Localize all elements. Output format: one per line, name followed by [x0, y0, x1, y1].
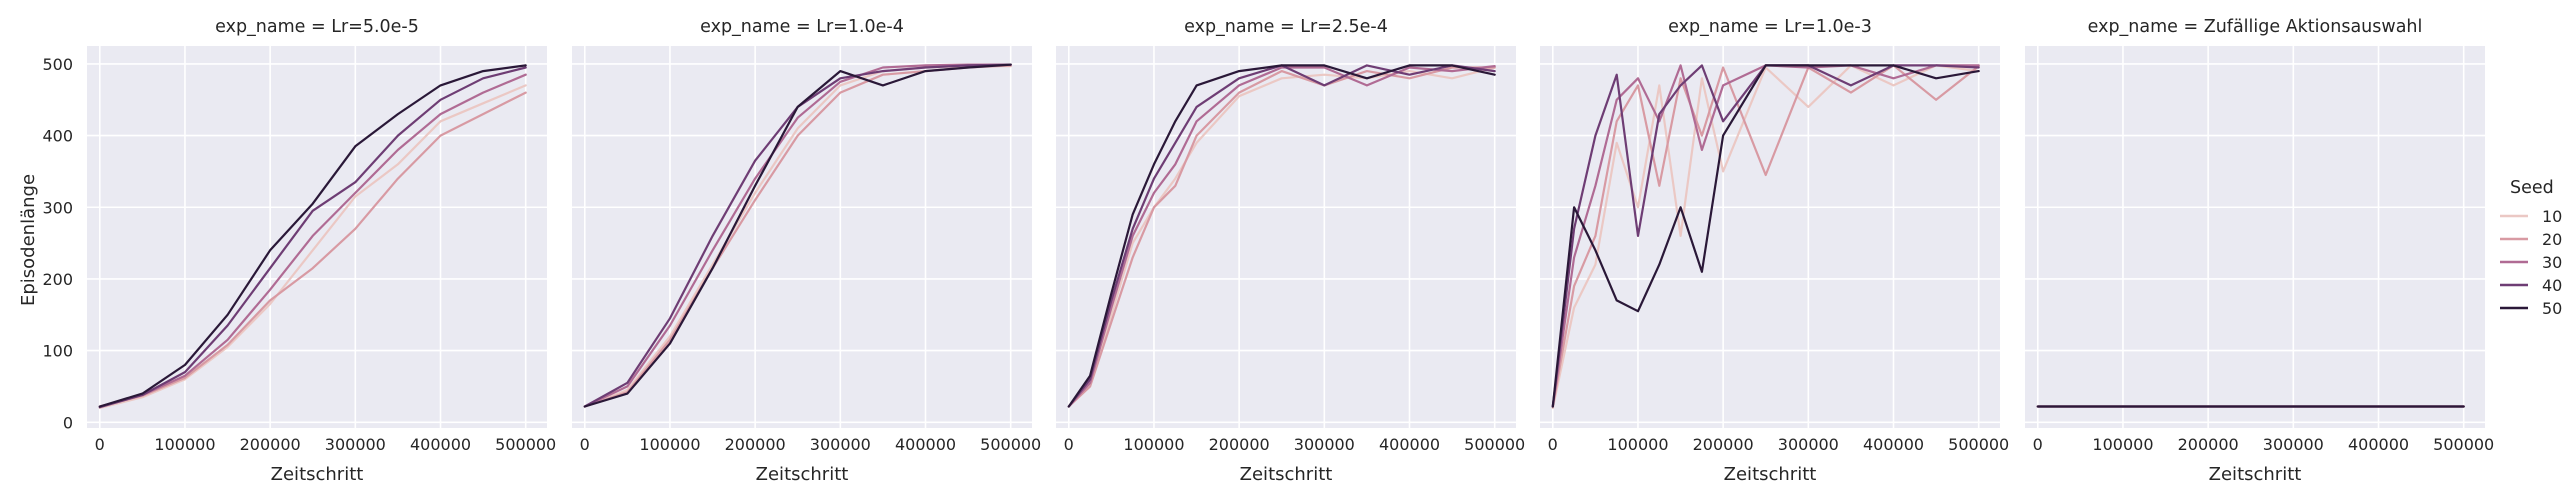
legend-entry: 30 — [2500, 253, 2562, 272]
legend-title: Seed — [2510, 178, 2554, 198]
facet-panel: exp_name = Lr=2.5e-4 0 100000 200000 300000 4… — [1056, 17, 1525, 485]
series-line-seed-40 — [1551, 64, 1980, 408]
x-tick-label: 0 — [580, 435, 590, 454]
series-line-seed-30 — [1067, 65, 1496, 408]
legend-entry: 20 — [2500, 230, 2562, 249]
panels: exp_name = Lr=5.0e-50 100000 200000 300000 4… — [42, 17, 2494, 485]
x-tick-label: 400000 — [2348, 435, 2409, 454]
x-axis-label: Zeitschritt — [756, 464, 849, 485]
legend-label: 20 — [2542, 230, 2562, 249]
x-axis-label: Zeitschritt — [271, 464, 364, 485]
legend-label: 30 — [2542, 253, 2562, 272]
panel-title: exp_name = Lr=1.0e-3 — [1668, 17, 1872, 37]
y-axis-label: Episodenlänge — [18, 174, 39, 306]
legend-label: 40 — [2542, 276, 2562, 295]
x-tick-label: 100000 — [154, 435, 215, 454]
x-tick-label: 500000 — [1948, 435, 2009, 454]
y-tick-label: 300 — [42, 198, 73, 217]
panel-title: exp_name = Lr=2.5e-4 — [1184, 17, 1388, 37]
y-tick-label: 400 — [42, 127, 73, 146]
series-line-seed-30 — [583, 63, 1012, 408]
x-tick-label: 200000 — [240, 435, 301, 454]
x-tick-label: 300000 — [1778, 435, 1839, 454]
series-line-seed-40 — [1067, 64, 1496, 408]
x-tick-label: 100000 — [1607, 435, 1668, 454]
x-tick-label: 500000 — [2433, 435, 2494, 454]
series-line-seed-50 — [1551, 64, 1980, 408]
x-tick-label: 300000 — [1294, 435, 1355, 454]
legend-label: 50 — [2542, 299, 2562, 318]
legend-label: 10 — [2542, 207, 2562, 226]
legend-entry: 40 — [2500, 276, 2562, 295]
x-tick-label: 200000 — [1209, 435, 1270, 454]
series-line-seed-20 — [1067, 66, 1496, 408]
y-tick-label: 0 — [63, 413, 73, 432]
x-tick-label: 100000 — [2092, 435, 2153, 454]
x-tick-label: 400000 — [895, 435, 956, 454]
x-tick-label: 0 — [1064, 435, 1074, 454]
x-tick-label: 100000 — [1123, 435, 1184, 454]
y-tick-label: 100 — [42, 342, 73, 361]
x-tick-label: 0 — [2033, 435, 2043, 454]
x-tick-label: 300000 — [810, 435, 871, 454]
plot-area — [87, 46, 547, 428]
facet-panel: exp_name = Lr=1.0e-3 0 100000 200000 300000 4… — [1540, 17, 2009, 485]
facet-panel: exp_name = Lr=5.0e-5 0 100000 200000 300000 4… — [42, 17, 556, 485]
panel-title: exp_name = Lr=1.0e-4 — [700, 17, 904, 37]
plot-area — [1056, 46, 1516, 428]
x-axis-label: Zeitschritt — [2209, 464, 2302, 485]
facet-panel: exp_name = Lr=1.0e-4 0 100000 200000 300000 4… — [572, 17, 1041, 485]
x-tick-label: 0 — [1548, 435, 1558, 454]
x-tick-label: 400000 — [410, 435, 471, 454]
series-line-seed-50 — [583, 63, 1012, 408]
x-tick-label: 200000 — [2178, 435, 2239, 454]
x-tick-label: 200000 — [725, 435, 786, 454]
plot-area — [2025, 46, 2485, 428]
series-line-seed-50 — [98, 64, 527, 408]
legend: Seed 10 20 30 40 50 — [2500, 178, 2562, 318]
x-tick-label: 400000 — [1379, 435, 1440, 454]
x-tick-label: 500000 — [980, 435, 1041, 454]
panel-title: exp_name = Zufällige Aktionsauswahl — [2088, 17, 2423, 37]
series-line-seed-20 — [98, 91, 527, 408]
x-tick-label: 300000 — [2263, 435, 2324, 454]
x-tick-label: 400000 — [1863, 435, 1924, 454]
series-line-seed-40 — [98, 66, 527, 409]
x-tick-label: 0 — [95, 435, 105, 454]
plot-area — [1540, 46, 2000, 428]
panel-title: exp_name = Lr=5.0e-5 — [215, 17, 419, 37]
x-tick-label: 200000 — [1693, 435, 1754, 454]
x-tick-label: 300000 — [325, 435, 386, 454]
x-axis-label: Zeitschritt — [1724, 464, 1817, 485]
x-tick-label: 500000 — [495, 435, 556, 454]
series-line-seed-30 — [98, 73, 527, 408]
legend-entry: 50 — [2500, 299, 2562, 318]
series-line-seed-50 — [1067, 64, 1496, 408]
legend-entry: 10 — [2500, 207, 2562, 226]
y-tick-label: 500 — [42, 55, 73, 74]
facet-panel: exp_name = Zufällige Aktionsauswahl 0 1000… — [2025, 17, 2494, 485]
series-line-seed-30 — [1551, 64, 1980, 408]
x-tick-label: 100000 — [639, 435, 700, 454]
series-line-seed-10 — [98, 84, 527, 409]
x-tick-label: 500000 — [1464, 435, 1525, 454]
y-tick-label: 200 — [42, 270, 73, 289]
series-line-seed-10 — [1551, 64, 1980, 409]
x-axis-label: Zeitschritt — [1240, 464, 1333, 485]
